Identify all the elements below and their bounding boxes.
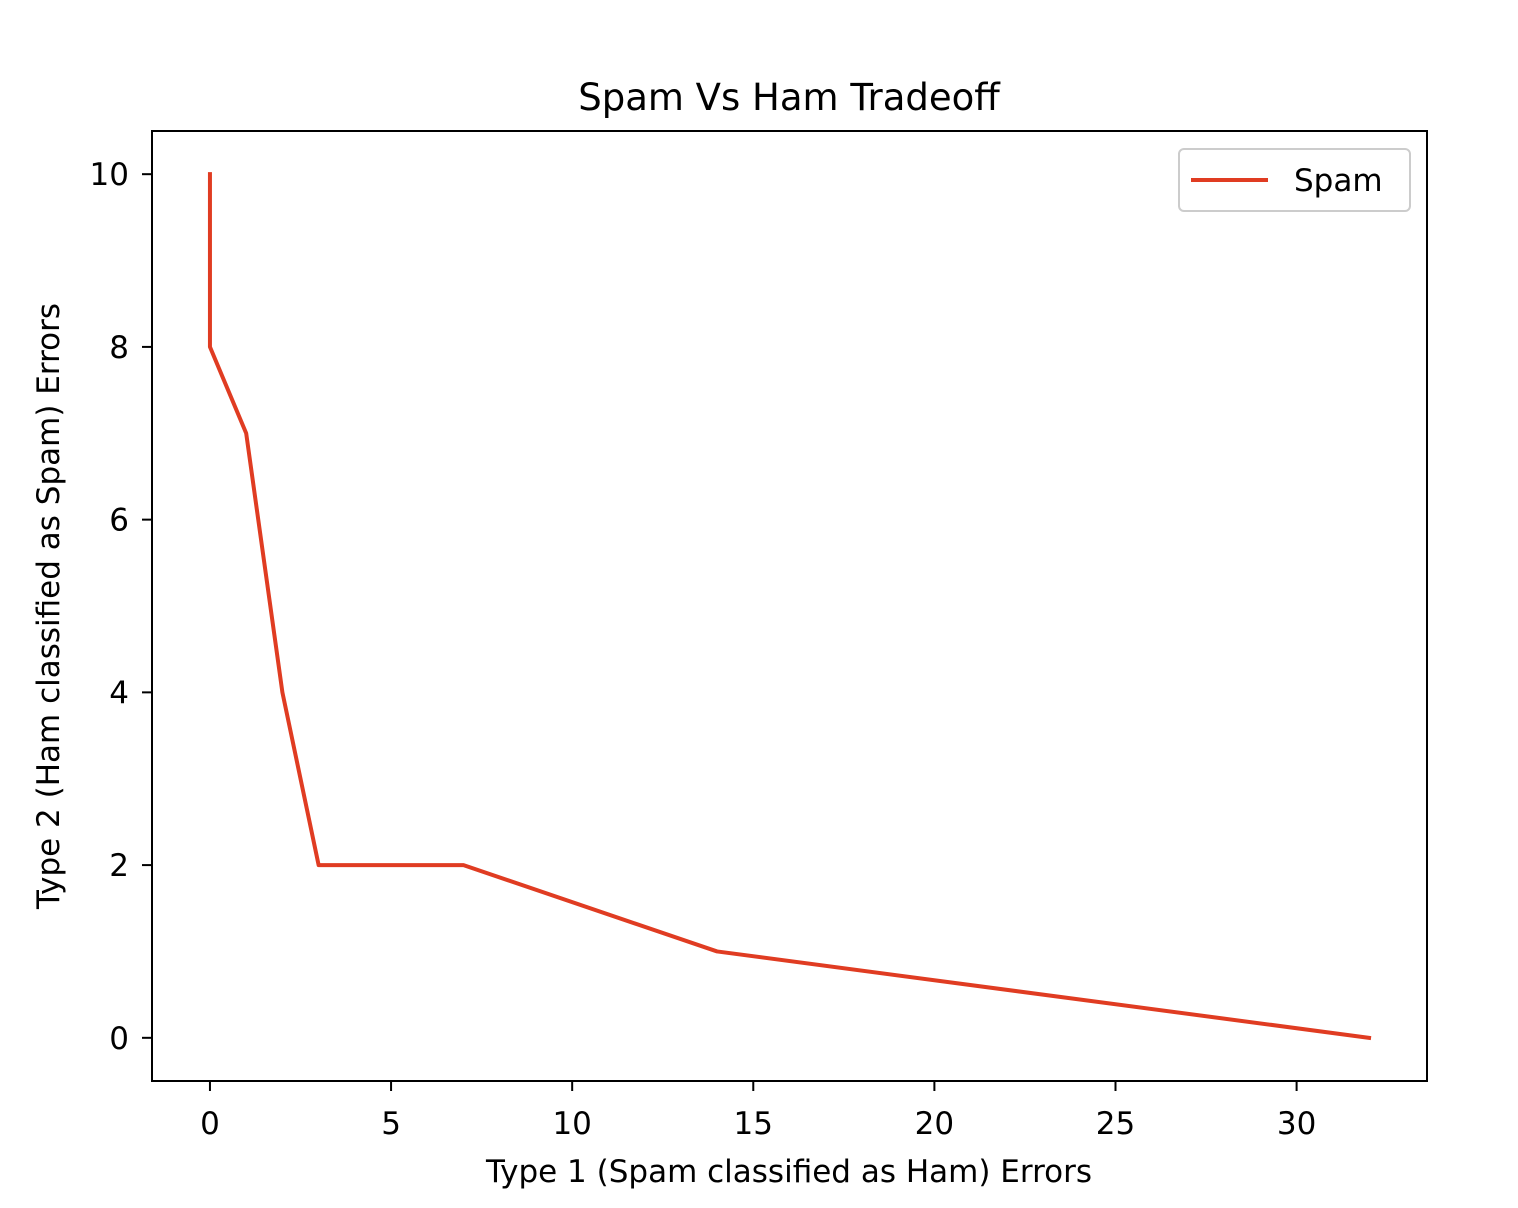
x-tick-label: 20 bbox=[915, 1106, 954, 1142]
x-tick-label: 30 bbox=[1277, 1106, 1316, 1142]
x-tick-label: 25 bbox=[1096, 1106, 1135, 1142]
y-tick-label: 10 bbox=[90, 157, 129, 193]
plot-area bbox=[151, 130, 1428, 1082]
legend-box bbox=[1178, 148, 1411, 212]
series-line-spam bbox=[207, 172, 1372, 1041]
x-axis-ticks: 0 5 10 15 20 25 30 bbox=[200, 1081, 1316, 1142]
y-tick-label: 8 bbox=[109, 330, 129, 366]
x-axis-label: Type 1 (Spam classified as Ham) Errors bbox=[485, 1154, 1092, 1190]
x-tick-label: 15 bbox=[734, 1106, 773, 1142]
x-tick-label: 5 bbox=[381, 1106, 401, 1142]
chart-title: Spam Vs Ham Tradeoff bbox=[578, 76, 1001, 119]
y-axis-ticks: 0 2 4 6 8 10 bbox=[90, 157, 152, 1057]
series-layer bbox=[207, 172, 1372, 1041]
y-axis-label: Type 2 (Ham classified as Spam) Errors bbox=[31, 303, 67, 910]
y-tick-label: 0 bbox=[109, 1021, 129, 1057]
legend: Spam bbox=[1178, 148, 1411, 212]
axes-frame bbox=[151, 130, 1428, 1082]
y-tick-label: 6 bbox=[109, 503, 129, 539]
x-tick-label: 0 bbox=[200, 1106, 220, 1142]
y-tick-label: 4 bbox=[109, 675, 129, 711]
legend-label-spam: Spam bbox=[1294, 163, 1383, 199]
y-tick-label: 2 bbox=[109, 848, 129, 884]
x-tick-label: 10 bbox=[552, 1106, 591, 1142]
